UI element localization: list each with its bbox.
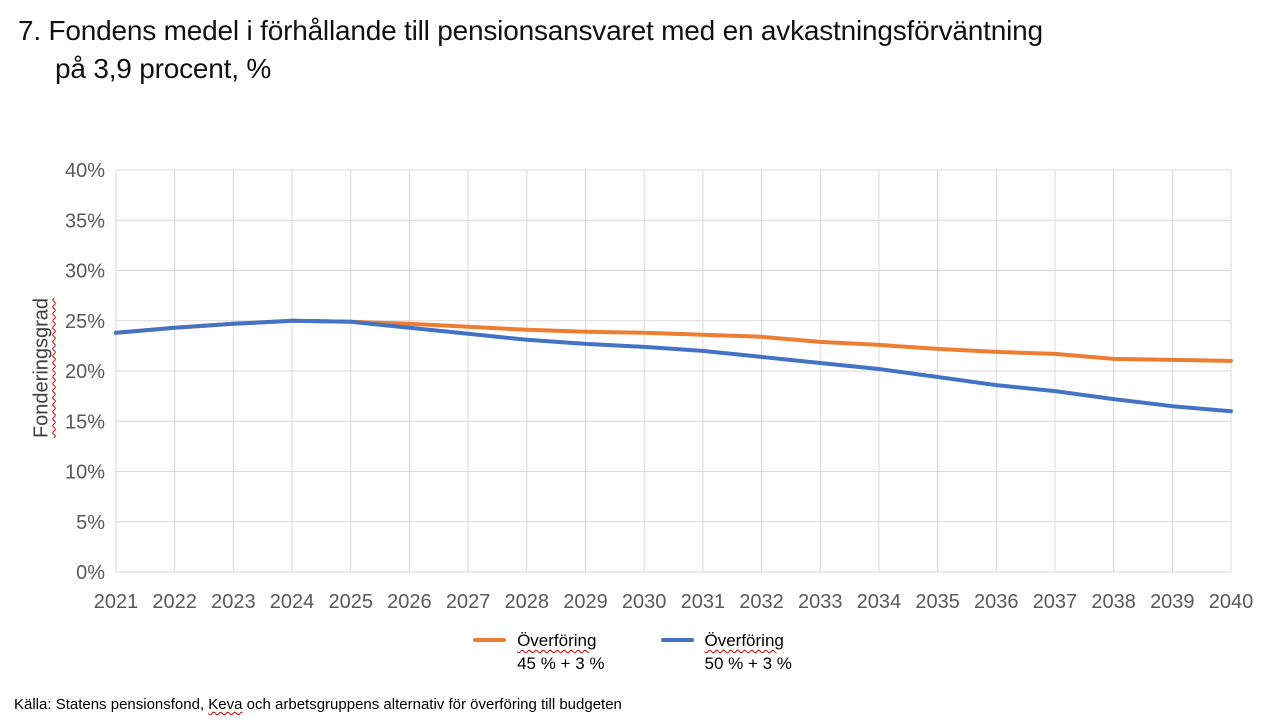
x-tick-label: 2024 bbox=[270, 591, 315, 613]
series-line-overforing-50 bbox=[114, 318, 1233, 414]
y-tick-label: 20% bbox=[65, 361, 105, 383]
x-tick-label: 2031 bbox=[681, 591, 726, 613]
chart-title-line2: på 3,9 procent, % bbox=[55, 53, 272, 84]
x-tick-label: 2022 bbox=[152, 591, 197, 613]
x-tick-label: 2039 bbox=[1150, 591, 1195, 613]
legend-item-overforing-45: Överföring 45 % + 3 % bbox=[473, 629, 605, 675]
x-tick-label: 2034 bbox=[857, 591, 902, 613]
source-note-flagged-word: Keva bbox=[208, 696, 243, 713]
x-tick-label: 2037 bbox=[1033, 591, 1078, 613]
legend-swatch-orange-line-icon bbox=[473, 638, 507, 642]
legend-swatch-blue-line-icon bbox=[660, 638, 694, 642]
legend-label-line2: 50 % + 3 % bbox=[704, 654, 792, 673]
x-tick-label: 2026 bbox=[387, 591, 432, 613]
x-tick-label: 2032 bbox=[739, 591, 784, 613]
y-tick-label: 0% bbox=[76, 562, 105, 584]
x-tick-label: 2028 bbox=[505, 591, 550, 613]
y-axis-title: Fonderingsgrad bbox=[30, 297, 53, 439]
y-tick-label: 30% bbox=[65, 261, 105, 283]
y-tick-label: 40% bbox=[65, 160, 105, 182]
chart-title: 7. Fondens medel i förhållande till pens… bbox=[18, 12, 1043, 88]
x-tick-label: 2035 bbox=[915, 591, 960, 613]
x-tick-label: 2021 bbox=[94, 591, 139, 613]
x-tick-label: 2036 bbox=[974, 591, 1019, 613]
source-note-suffix: och arbetsgruppens alternativ för överfö… bbox=[242, 696, 622, 713]
legend-label-line1: Överföring bbox=[517, 631, 597, 650]
y-tick-label: 35% bbox=[65, 210, 105, 232]
x-tick-label: 2030 bbox=[622, 591, 667, 613]
x-tick-label: 2040 bbox=[1209, 591, 1254, 613]
x-tick-label: 2038 bbox=[1091, 591, 1136, 613]
line-chart-plot: 0% 5% 10% 15% 20% 25% 30% 35% 40% 2021 2022 2023 202… bbox=[65, 160, 1254, 613]
y-tick-label: 10% bbox=[65, 462, 105, 484]
x-tick-label: 2027 bbox=[446, 591, 491, 613]
source-note-prefix: Källa: Statens pensionsfond, bbox=[14, 696, 209, 713]
y-tick-label: 15% bbox=[65, 411, 105, 433]
legend-label-line1: Överföring bbox=[704, 631, 784, 650]
chart-legend: Överföring 45 % + 3 % Överföring 50 % + … bbox=[0, 629, 1265, 675]
x-tick-label: 2029 bbox=[563, 591, 608, 613]
legend-item-overforing-50: Överföring 50 % + 3 % bbox=[660, 629, 792, 675]
y-tick-label: 25% bbox=[65, 311, 105, 333]
x-tick-label: 2025 bbox=[328, 591, 373, 613]
legend-label-line2: 45 % + 3 % bbox=[517, 654, 605, 673]
chart-title-line1: 7. Fondens medel i förhållande till pens… bbox=[18, 15, 1043, 46]
y-tick-label: 5% bbox=[76, 512, 105, 534]
source-note: Källa: Statens pensionsfond, Keva och ar… bbox=[14, 696, 622, 713]
x-tick-label: 2033 bbox=[798, 591, 843, 613]
x-tick-label: 2023 bbox=[211, 591, 256, 613]
plot-border bbox=[115, 169, 1232, 573]
series-line-overforing-45 bbox=[114, 318, 1233, 363]
